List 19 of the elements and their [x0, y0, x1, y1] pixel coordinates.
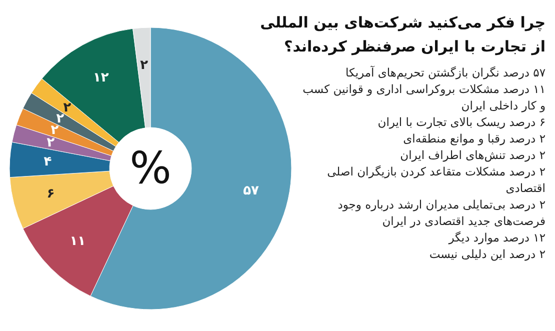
text: ۶ درصد ریسک بالای تجارت با ایران: [378, 115, 546, 129]
data-label: ۶: [46, 186, 55, 202]
data-label: ۱۲: [92, 70, 109, 86]
text: %: [130, 143, 172, 194]
text: ۲ درصد بی‌تمایلی مدیران ارشد درباره وجود فرصت‌های جدید اقتصادی در ایران: [338, 198, 546, 228]
text: ۲ درصد تنش‌های اطراف ایران: [400, 148, 546, 162]
text: ۱۱ درصد مشکلات بروکراسی اداری و قوانین کسب و کار داخلی ایران: [302, 82, 546, 112]
data-label: ۴: [44, 154, 52, 170]
text: ۱۲ درصد موارد دیگر: [448, 230, 546, 244]
data-label: ۵۷: [243, 183, 260, 198]
data-label: ۲: [56, 111, 64, 126]
text: ۲ درصد مشکلات متقاعد کردن بازیگران اصلی اقتصادی: [327, 164, 546, 195]
text: ۵۷ درصد نگران بازگشتن تحریم‌های آمریکا: [345, 66, 546, 80]
data-label: ۲: [63, 100, 72, 116]
data-label: ۱۱: [70, 234, 86, 249]
text: ۲ درصد این دلیلی نیست: [429, 247, 546, 261]
data-label: ۲: [140, 58, 148, 74]
text: ۲ درصد رقبا و موانع منطقه‌ای: [403, 132, 546, 146]
text: چرا فکر می‌کنید شرکت‌های بین المللی از تجارت با ایران صرفنظر کرده‌اند؟: [260, 14, 546, 56]
